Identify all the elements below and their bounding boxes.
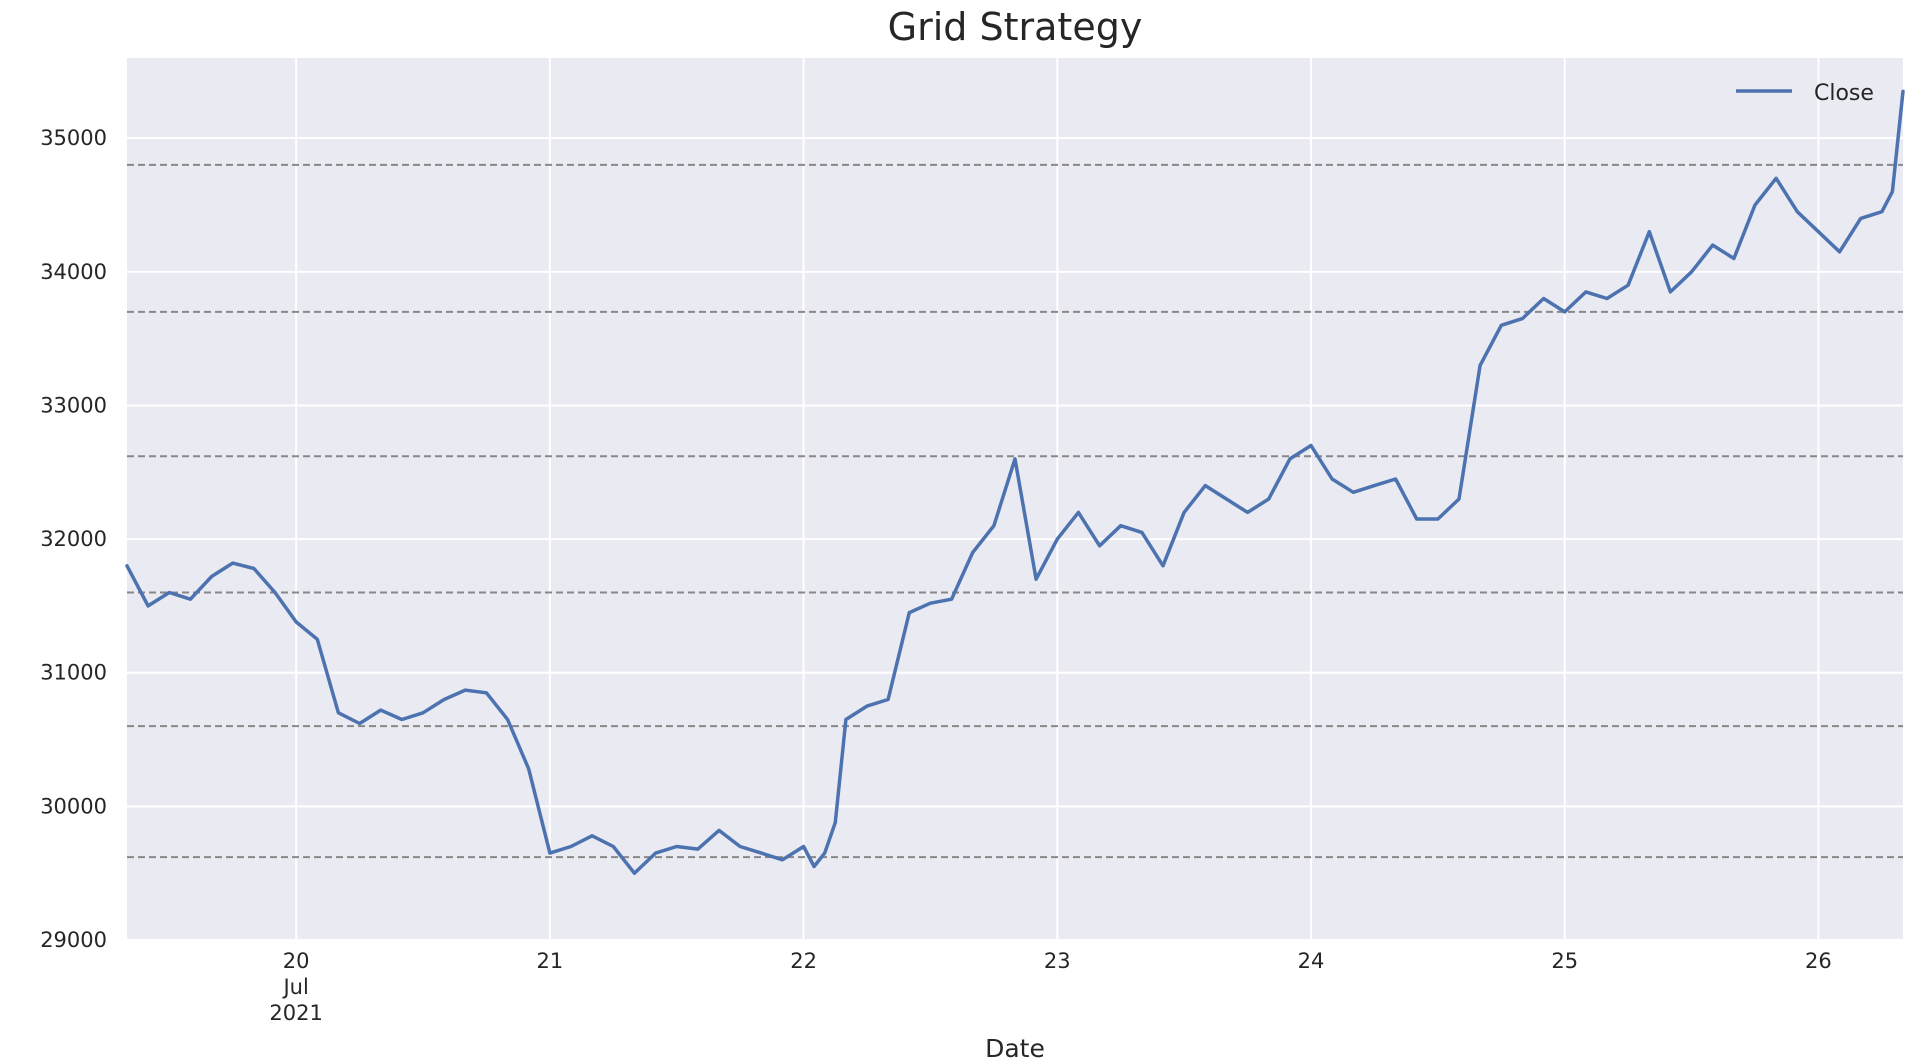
y-tick-labels: 29000 30000 31000 32000 33000 34000 35000	[40, 126, 107, 952]
x-tick-label: 25	[1551, 949, 1578, 973]
x-tick-sublabel: 2021	[269, 1001, 322, 1025]
x-tick-label: 21	[536, 949, 563, 973]
x-axis-title: Date	[985, 1034, 1045, 1063]
x-tick-label: 20	[283, 949, 310, 973]
horizontal-gridlines	[127, 137, 1903, 941]
chart-title: Grid Strategy	[888, 5, 1143, 49]
x-tick-label: 22	[790, 949, 817, 973]
plot-area	[127, 58, 1903, 940]
y-tick-label: 34000	[40, 260, 107, 284]
grid-level-lines	[127, 163, 1903, 859]
x-tick-label: 23	[1044, 949, 1071, 973]
y-tick-label: 31000	[40, 661, 107, 685]
series-group	[125, 89, 1905, 875]
legend: Close	[1736, 81, 1874, 106]
y-tick-label: 29000	[40, 928, 107, 952]
legend-label-close: Close	[1814, 81, 1874, 106]
x-tick-sublabel: Jul	[281, 975, 308, 999]
y-tick-label: 35000	[40, 126, 107, 150]
series-line-close	[125, 89, 1905, 875]
y-tick-label: 30000	[40, 794, 107, 818]
x-tick-label: 24	[1298, 949, 1325, 973]
vertical-gridlines	[295, 58, 1820, 940]
x-tick-label: 26	[1805, 949, 1832, 973]
y-tick-label: 32000	[40, 527, 107, 551]
y-tick-label: 33000	[40, 393, 107, 417]
